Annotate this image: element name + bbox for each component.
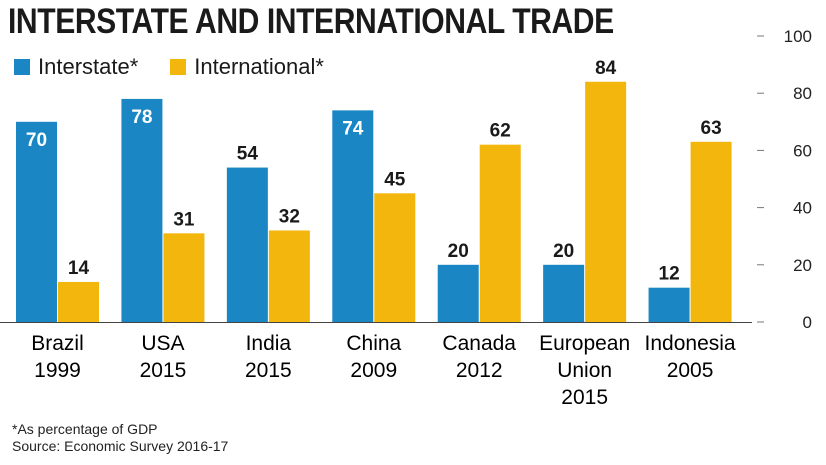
- data-label: 20: [553, 241, 574, 262]
- legend-label-international: International*: [194, 54, 324, 79]
- category-label: Brazil: [31, 332, 84, 355]
- footnote: *As percentage of GDP Source: Economic S…: [12, 421, 228, 455]
- y-tick-label: 80: [793, 84, 812, 103]
- legend-item-interstate: Interstate*: [14, 54, 138, 80]
- data-label: 84: [595, 58, 617, 79]
- legend: Interstate* International*: [14, 54, 356, 80]
- data-label: 63: [701, 118, 722, 139]
- y-tick-label: 40: [793, 199, 812, 218]
- category-label: Union: [557, 359, 612, 382]
- y-tick-label: 20: [793, 256, 812, 275]
- category-label: 2015: [245, 359, 292, 382]
- data-label: 74: [342, 118, 364, 139]
- footnote-source: Source: Economic Survey 2016-17: [12, 438, 229, 454]
- bar-international: [58, 281, 99, 322]
- legend-item-international: International*: [170, 54, 324, 80]
- bar-interstate: [332, 110, 374, 322]
- category-label: USA: [141, 332, 184, 355]
- category-label: 2015: [561, 386, 608, 409]
- legend-swatch-interstate: [14, 59, 30, 75]
- category-label: 2009: [350, 359, 397, 382]
- y-tick-label: 100: [784, 27, 812, 46]
- legend-swatch-international: [170, 59, 187, 75]
- bar-interstate: [543, 264, 585, 322]
- data-label: 45: [384, 169, 406, 190]
- bar-international: [163, 233, 205, 322]
- y-tick-label: 60: [793, 141, 812, 160]
- data-label: 32: [279, 206, 300, 227]
- bar-interstate: [226, 167, 268, 322]
- bar-international: [479, 144, 521, 322]
- footnote-note: *As percentage of GDP: [12, 421, 158, 437]
- category-label: European: [539, 332, 630, 355]
- bar-interstate: [121, 98, 163, 322]
- data-label: 12: [659, 264, 680, 285]
- bar-international: [690, 141, 732, 322]
- bar-interstate: [437, 264, 479, 322]
- data-label: 70: [26, 130, 47, 151]
- category-label: 1999: [34, 359, 81, 382]
- category-label: China: [346, 332, 401, 355]
- data-label: 62: [490, 121, 511, 142]
- y-tick-label: 0: [803, 313, 812, 332]
- data-label: 31: [173, 209, 195, 230]
- bar-interstate: [648, 287, 690, 322]
- chart-title: INTERSTATE AND INTERNATIONAL TRADE: [8, 2, 614, 41]
- data-label: 54: [237, 144, 259, 165]
- bar-international: [374, 193, 416, 322]
- data-label: 20: [448, 241, 469, 262]
- category-label: 2012: [456, 359, 503, 382]
- bar-international: [268, 230, 310, 322]
- category-label: Indonesia: [645, 332, 736, 355]
- bar-international: [585, 81, 627, 322]
- category-label: Canada: [442, 332, 516, 355]
- category-label: 2005: [667, 359, 714, 382]
- bar-interstate: [16, 121, 57, 322]
- data-label: 78: [131, 107, 152, 128]
- legend-label-interstate: Interstate*: [38, 54, 139, 79]
- category-label: India: [246, 332, 292, 355]
- category-label: 2015: [140, 359, 187, 382]
- data-label: 14: [68, 258, 90, 279]
